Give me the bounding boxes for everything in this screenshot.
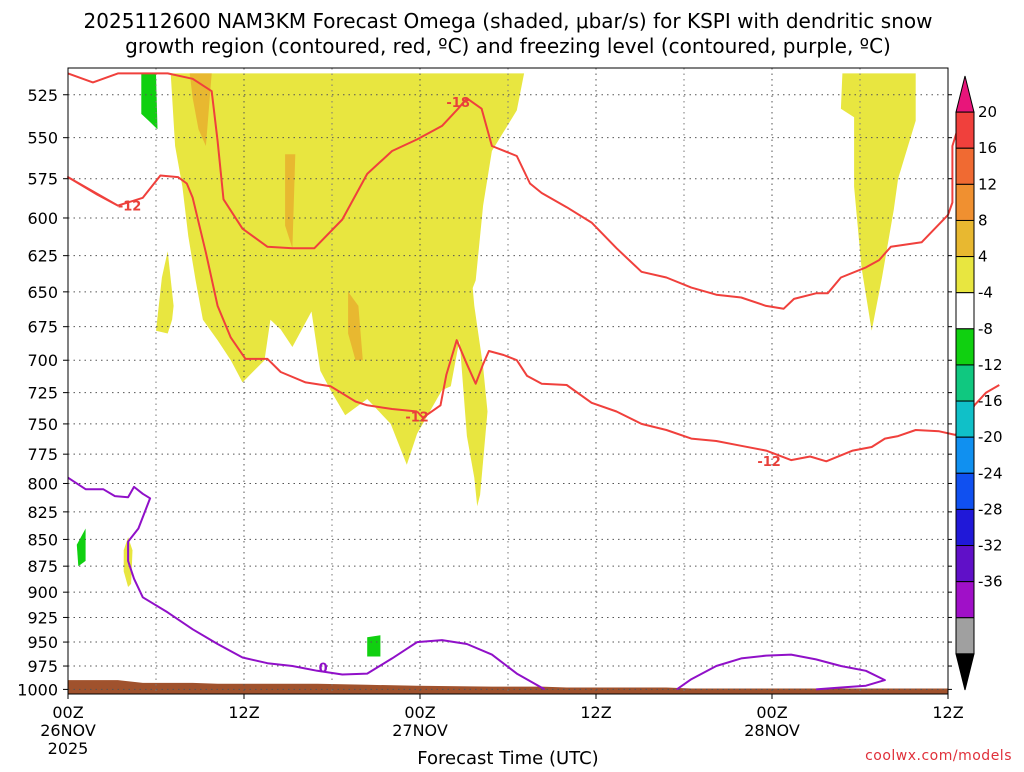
colorbar-label-4: 4 <box>978 248 988 266</box>
y-tick-label-16: 925 <box>27 608 58 627</box>
contour-line-3 <box>416 339 1000 463</box>
colorbar-band-14 <box>955 581 975 619</box>
colorbar-band-4 <box>955 219 975 258</box>
shaded-region-3 <box>156 251 174 334</box>
y-tick-label-18: 975 <box>27 657 58 676</box>
x-tick-label-0-0: 00Z <box>52 703 83 722</box>
x-tick-label-1-0: 12Z <box>228 703 259 722</box>
y-tick-label-19: 1000 <box>17 680 58 699</box>
colorbar-band-9 <box>955 400 975 438</box>
contour-line-5 <box>676 653 886 691</box>
y-tick-label-0: 525 <box>27 86 58 105</box>
y-tick-label-14: 875 <box>27 557 58 576</box>
x-tick-label-4-0: 00Z <box>756 703 787 722</box>
colorbar-label-3: 8 <box>978 211 988 229</box>
x-axis-label: Forecast Time (UTC) <box>417 748 598 768</box>
x-tick-label-0-1: 26NOV <box>40 721 96 740</box>
x-tick-label-5-0: 12Z <box>932 703 963 722</box>
shaded-region-5 <box>840 73 916 331</box>
credit-text: coolwx.com/models <box>865 748 1012 764</box>
shaded-region-8 <box>348 291 363 361</box>
x-tick-label-0-2: 2025 <box>48 739 89 758</box>
x-tick-label-4-1: 28NOV <box>744 721 800 740</box>
contour-label-3: -12 <box>757 455 781 470</box>
y-tick-label-4: 625 <box>27 247 58 266</box>
colorbar-band-7 <box>955 328 975 366</box>
contour-label-4: 0 <box>319 662 328 677</box>
x-tick-label-2-1: 27NOV <box>392 721 448 740</box>
colorbar-label-8: -16 <box>978 392 1003 410</box>
colorbar-band-16 <box>955 653 975 691</box>
y-tick-label-11: 800 <box>27 474 58 493</box>
chart-title-line2: growth region (contoured, red, ºC) and f… <box>125 34 891 58</box>
contour-labels: -18 -12 -12 -12 0 <box>118 96 781 677</box>
y-tick-label-5: 650 <box>27 283 58 302</box>
colorbar-label-12: -32 <box>978 537 1003 555</box>
colorbar-label-0: 20 <box>978 103 997 121</box>
colorbar-label-6: -8 <box>978 320 993 338</box>
terrain-area <box>68 680 948 694</box>
colorbar-band-5 <box>955 256 975 294</box>
colorbar-label-13: -36 <box>978 573 1003 591</box>
omega-shading <box>76 73 916 657</box>
colorbar-band-1 <box>955 111 975 149</box>
y-tick-label-8: 725 <box>27 384 58 403</box>
colorbar-label-2: 12 <box>978 175 997 193</box>
terrain-fill <box>68 680 948 694</box>
contour-label-2: -12 <box>405 410 429 425</box>
y-tick-label-1: 550 <box>27 129 58 148</box>
contour-lines <box>67 72 1000 691</box>
y-axis: 525 550 575 600 625 650 675 700 725 750 775 800 825 8… <box>17 86 952 699</box>
colorbar: 20 16 12 8 4 -4 -8 -12 -16 -20 -24 -28 -32 -36 <box>955 75 1003 691</box>
contour-label-1: -12 <box>118 199 142 214</box>
plot-area: -18 -12 -12 -12 0 <box>67 67 1000 695</box>
shaded-region-7 <box>285 154 296 249</box>
contour-line-4 <box>67 476 546 691</box>
colorbar-band-10 <box>955 436 975 474</box>
colorbar-band-2 <box>955 147 975 185</box>
colorbar-label-1: 16 <box>978 139 997 157</box>
colorbar-band-0 <box>955 75 975 113</box>
y-tick-label-2: 575 <box>27 170 58 189</box>
colorbar-band-15 <box>955 617 975 655</box>
colorbar-band-13 <box>955 545 975 583</box>
colorbar-label-7: -12 <box>978 356 1003 374</box>
shaded-region-9 <box>141 73 158 130</box>
x-tick-label-2-0: 00Z <box>404 703 435 722</box>
contour-line-1 <box>466 97 961 310</box>
plot-frame <box>67 67 949 695</box>
shaded-region-6 <box>189 73 212 146</box>
shaded-region-0 <box>170 73 525 465</box>
colorbar-band-11 <box>955 472 975 510</box>
chart-title-line1: 2025112600 NAM3KM Forecast Omega (shaded… <box>84 9 933 33</box>
contour-line-0 <box>67 72 468 250</box>
y-tick-label-3: 600 <box>27 209 58 228</box>
colorbar-label-10: -24 <box>978 464 1003 482</box>
colorbar-label-11: -28 <box>978 500 1003 518</box>
x-tick-label-3-0: 12Z <box>580 703 611 722</box>
colorbar-band-3 <box>955 183 975 221</box>
colorbar-band-8 <box>955 364 975 402</box>
contour-label-0: -18 <box>446 96 470 111</box>
y-tick-label-15: 900 <box>27 583 58 602</box>
y-tick-label-7: 700 <box>27 351 58 370</box>
y-tick-label-13: 850 <box>27 530 58 549</box>
shaded-region-10 <box>76 528 86 567</box>
y-tick-label-6: 675 <box>27 318 58 337</box>
y-tick-label-12: 825 <box>27 503 58 522</box>
colorbar-label-9: -20 <box>978 428 1003 446</box>
contour-line-2 <box>67 174 418 413</box>
gridlines <box>68 68 948 694</box>
y-tick-label-17: 950 <box>27 633 58 652</box>
y-tick-label-9: 750 <box>27 415 58 434</box>
colorbar-label-5: -4 <box>978 284 993 302</box>
shaded-region-11 <box>367 635 381 657</box>
y-tick-label-10: 775 <box>27 445 58 464</box>
colorbar-band-6 <box>955 292 975 330</box>
colorbar-band-12 <box>955 508 975 547</box>
